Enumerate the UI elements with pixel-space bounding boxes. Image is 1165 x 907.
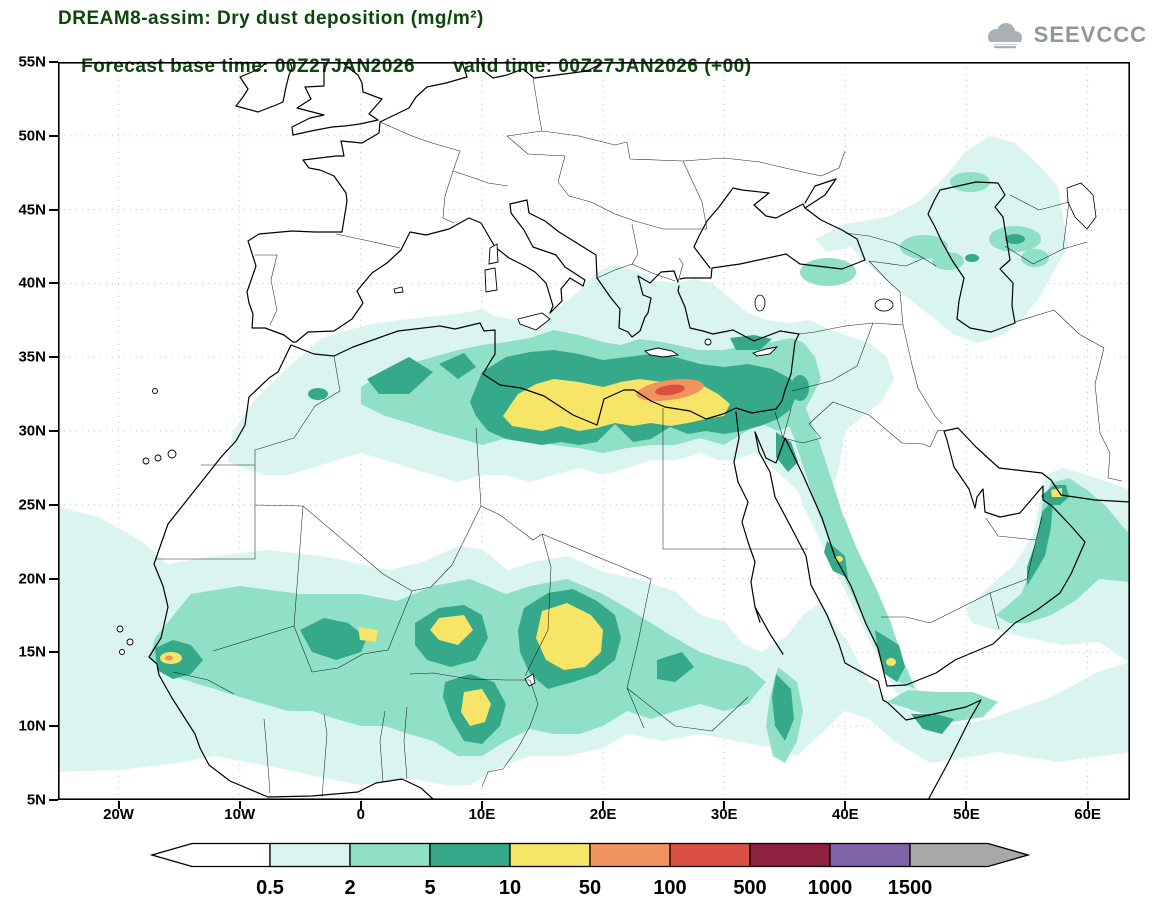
lon-tick-mark <box>480 801 483 809</box>
lat-tick-mark <box>49 430 58 432</box>
lat-tick-mark <box>49 725 58 728</box>
country-borders <box>155 77 1123 798</box>
legend-value: 1500 <box>888 877 933 899</box>
map-border <box>58 62 1130 800</box>
legend-over-arrow <box>909 842 1031 868</box>
map-frame <box>58 62 1130 800</box>
lon-tick-label: 10E <box>468 806 496 823</box>
legend-cell <box>749 842 831 868</box>
legend-value: 1000 <box>808 877 853 899</box>
map-canvas <box>58 62 1130 800</box>
legend-cell <box>669 842 751 868</box>
legend-value: 5 <box>424 877 435 899</box>
lon-tick-label: 30E <box>710 806 738 823</box>
lat-tick-label: 25N <box>18 496 46 514</box>
lat-tick-mark <box>49 577 58 580</box>
lon-tick-label: 60E <box>1074 806 1101 823</box>
legend-cell <box>509 842 591 868</box>
lon-tick-label: 20E <box>589 806 617 823</box>
lon-tick-mark <box>238 801 241 809</box>
coastlines <box>116 62 1130 800</box>
lat-tick-label: 40N <box>18 274 46 292</box>
legend-value: 500 <box>733 877 766 899</box>
lat-tick-mark <box>49 134 58 137</box>
legend-value: 0.5 <box>256 877 284 899</box>
lon-tick-mark <box>359 801 362 809</box>
legend-value: 50 <box>579 877 601 899</box>
plot-subtitle: Forecast base time: 00Z27JAN2026 valid ti… <box>58 34 790 100</box>
forecast-base-time: Forecast base time: 00Z27JAN2026 <box>81 56 416 77</box>
legend-under-arrow <box>149 842 271 868</box>
legend-cell <box>829 842 911 868</box>
legend-cell <box>269 842 351 868</box>
cloud-icon <box>987 23 1022 49</box>
lat-tick-label: 35N <box>18 348 46 366</box>
lat-tick-mark <box>49 208 58 211</box>
lon-tick-mark <box>117 801 120 809</box>
plot-title-text: DREAM8-assim: Dry dust deposition (mg/m²… <box>58 8 484 29</box>
lat-tick-label: 5N <box>26 791 46 809</box>
legend-value: 100 <box>653 877 686 899</box>
lat-tick-label: 30N <box>18 422 46 440</box>
lat-tick-label: 10N <box>18 717 46 735</box>
dust-contours <box>58 136 1130 785</box>
plot-title: DREAM8-assim: Dry dust deposition (mg/m²… <box>58 8 484 30</box>
legend-cell <box>429 842 511 868</box>
lat-tick-label: 15N <box>18 643 46 661</box>
lat-tick-mark <box>49 503 58 506</box>
lon-tick-mark <box>1086 801 1089 809</box>
lat-tick-mark <box>49 61 58 63</box>
lon-tick-mark <box>844 801 847 809</box>
lat-tick-mark <box>49 356 58 359</box>
legend-cell <box>589 842 671 868</box>
lat-tick-label: 45N <box>18 201 46 219</box>
logo-text: SEEVCCC <box>1033 22 1147 47</box>
lon-tick-label: 50E <box>953 806 980 823</box>
lon-tick-label: 0 <box>356 806 365 823</box>
valid-time: valid time: 00Z27JAN2026 (+00) <box>453 56 752 77</box>
legend-value: 10 <box>499 877 521 899</box>
lat-tick-label: 55N <box>18 53 46 71</box>
lat-tick-label: 20N <box>18 570 46 588</box>
lat-tick-mark <box>49 282 58 285</box>
legend-colorbar: 0.5 2 5 10 50 100 500 1000 1500 <box>149 842 1031 902</box>
colorbar-svg: 0.5 2 5 10 50 100 500 1000 1500 <box>149 842 1031 899</box>
lat-tick-label: 50N <box>18 127 46 145</box>
seevccc-logo: SEEVCCC <box>982 20 1147 50</box>
lon-tick-mark <box>723 801 726 809</box>
lon-tick-label: 10W <box>224 806 256 823</box>
lon-tick-label: 40E <box>831 806 859 823</box>
legend-cell <box>349 842 431 868</box>
lon-tick-label: 20W <box>103 806 134 823</box>
lon-tick-mark <box>602 801 605 809</box>
lat-tick-mark <box>49 799 58 801</box>
legend-value: 2 <box>344 877 355 899</box>
lon-tick-mark <box>965 801 968 809</box>
lat-tick-mark <box>49 651 58 654</box>
